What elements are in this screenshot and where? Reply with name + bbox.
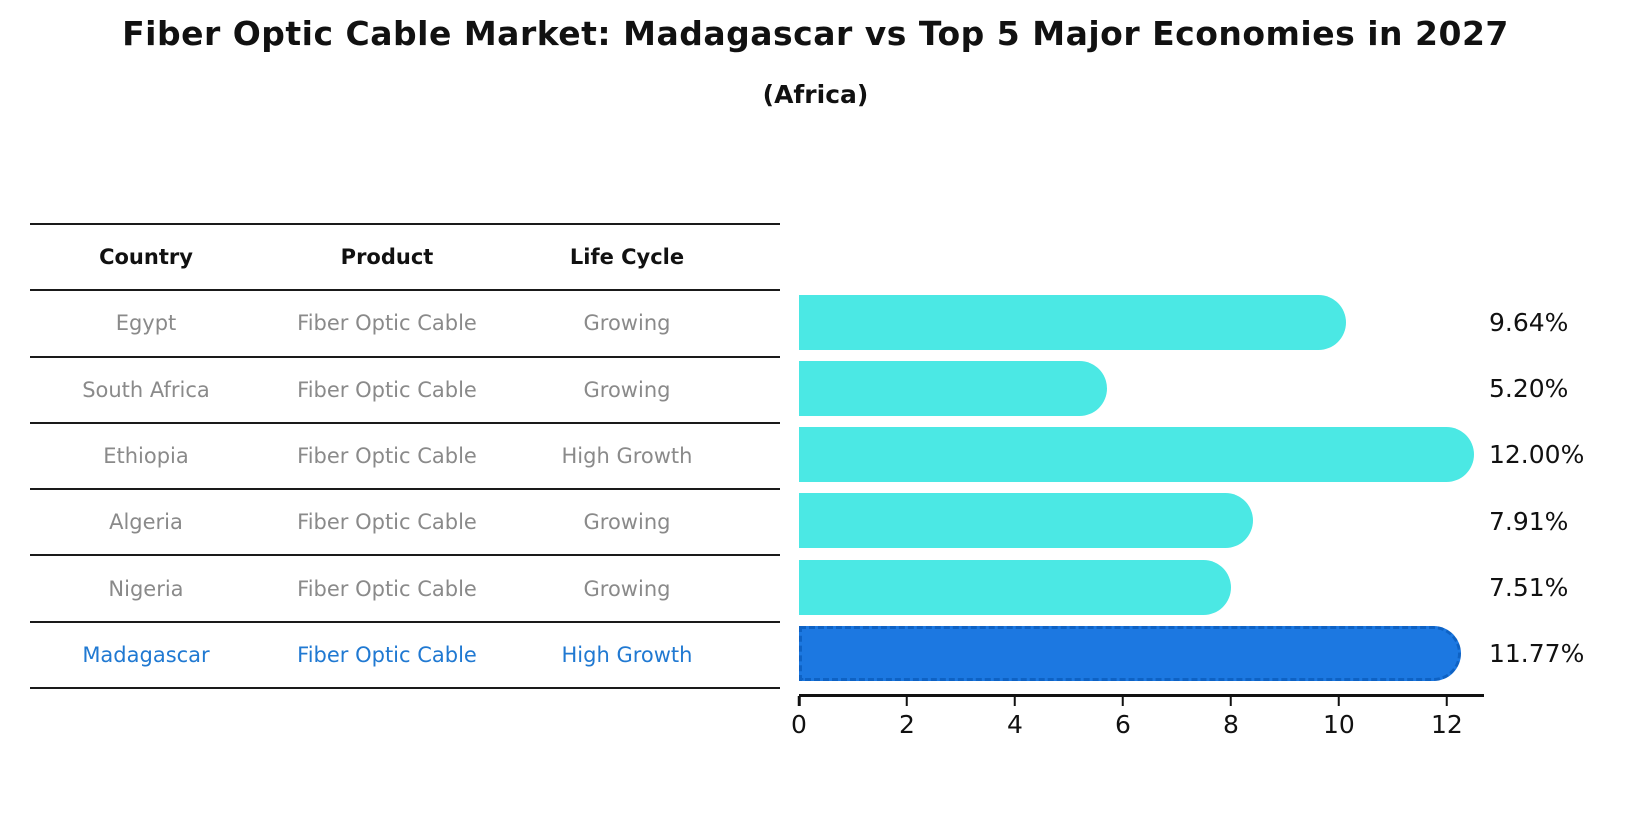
value-label-column: 9.64% 5.20% 12.00% 7.91% 7.51% 11.77% [1489,289,1631,687]
bar-madagascar [799,626,1462,682]
table-row: Ethiopia Fiber Optic Cable High Growth [30,421,780,488]
x-tick-label: 2 [899,710,915,739]
chart-subtitle: (Africa) [762,80,869,109]
value-label-algeria: 7.91% [1489,506,1569,536]
bar-row [799,289,1482,355]
bar-row [799,422,1482,488]
life-cycle-cell: High Growth [561,642,693,667]
x-tick-mark [1121,696,1125,706]
country-cell: South Africa [82,377,210,402]
life-cycle-cell: Growing [583,510,671,535]
table-row: Egypt Fiber Optic Cable Growing [30,289,780,355]
bar-row [799,621,1482,687]
product-cell: Fiber Optic Cable [297,377,477,402]
product-cell: Fiber Optic Cable [297,444,477,469]
bar-south-africa [799,360,1107,416]
x-tick-label: 8 [1222,710,1239,739]
product-cell: Fiber Optic Cable [297,510,477,535]
value-label-egypt: 9.64% [1489,307,1569,337]
chart-title: Fiber Optic Cable Market: Madagascar vs … [122,14,1509,53]
x-tick-mark [1445,696,1449,706]
column-header-life-cycle: Life Cycle [569,245,685,270]
value-label-ethiopia: 12.00% [1489,440,1585,470]
country-cell: Nigeria [108,576,184,601]
table-row: South Africa Fiber Optic Cable Growing [30,355,780,422]
bar-egypt [799,294,1347,350]
x-axis-ticks: 0 2 4 6 8 10 12 [791,696,1482,756]
table-header-row: Country Product Life Cycle [30,223,780,289]
x-tick-label: 4 [1007,710,1023,739]
bar-algeria [799,493,1254,549]
x-tick-mark [1229,696,1233,706]
x-tick-label: 6 [1114,710,1131,739]
product-cell: Fiber Optic Cable [297,642,477,667]
life-cycle-cell: Growing [583,576,671,601]
country-cell: Ethiopia [103,444,189,469]
table-row: Algeria Fiber Optic Cable Growing [30,488,780,554]
bar-row [799,355,1482,421]
bar-row [799,554,1482,620]
table-row: Nigeria Fiber Optic Cable Growing [30,554,780,620]
product-cell: Fiber Optic Cable [297,576,477,601]
value-label-nigeria: 7.51% [1489,572,1569,602]
x-tick-mark [1013,696,1017,706]
column-header-product: Product [340,245,434,270]
x-tick-label: 10 [1323,710,1355,739]
x-tick-label: 12 [1430,710,1463,739]
bar-ethiopia [799,427,1474,483]
x-tick-mark [1337,696,1341,706]
life-cycle-cell: Growing [583,377,671,402]
x-tick-mark [905,696,909,706]
country-cell: Algeria [109,510,183,535]
x-tick-mark [797,696,801,706]
x-axis-line [799,694,1484,697]
value-label-south-africa: 5.20% [1489,373,1569,403]
country-table: Country Product Life Cycle Egypt Fiber O… [30,223,780,690]
table-row-madagascar: Madagascar Fiber Optic Cable High Growth [30,620,780,687]
life-cycle-cell: Growing [583,311,671,336]
bar-nigeria [799,559,1232,615]
value-label-madagascar: 11.77% [1489,639,1585,669]
bar-row [799,488,1482,554]
country-cell: Madagascar [82,642,210,667]
life-cycle-cell: High Growth [561,444,693,469]
column-header-country: Country [99,245,193,270]
product-cell: Fiber Optic Cable [297,311,477,336]
bar-plot-area [799,289,1482,687]
x-tick-label: 0 [791,710,807,739]
country-cell: Egypt [115,311,177,336]
